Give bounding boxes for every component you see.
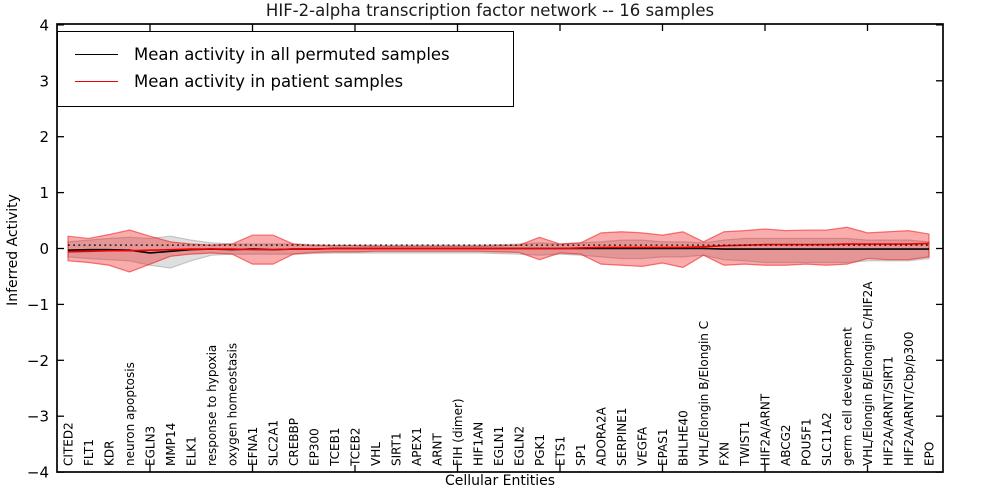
category-label-1: FLT1 — [82, 439, 96, 466]
category-label-22: EGLN2 — [513, 426, 527, 466]
legend-label-permuted: Mean activity in all permuted samples — [134, 45, 450, 64]
y-tick-label: 3 — [39, 72, 49, 90]
category-label-30: BHLHE40 — [677, 410, 691, 466]
x-axis-label: Cellular Entities — [444, 473, 556, 489]
category-label-41: HIF2A/ARNT/Cbp/p300 — [902, 332, 916, 466]
category-label-29: EPAS1 — [656, 428, 670, 466]
chart-title: HIF-2-alpha transcription factor network… — [265, 1, 715, 20]
y-tick-label: 4 — [39, 16, 49, 34]
category-label-7: response to hypoxia — [205, 345, 219, 466]
category-label-11: CREBBP — [287, 418, 301, 466]
category-label-13: TCEB1 — [328, 428, 342, 467]
category-label-23: PGK1 — [533, 434, 547, 466]
category-label-31: VHL/Elongin B/Elongin C — [697, 321, 711, 466]
y-tick-label: −3 — [27, 408, 49, 426]
category-label-20: HIF1AN — [472, 422, 486, 466]
category-label-8: oxygen homeostasis — [226, 343, 240, 466]
y-tick-label: −2 — [27, 352, 49, 370]
category-label-9: EFNA1 — [246, 427, 260, 466]
category-label-40: HIF2A/ARNT/SIRT1 — [882, 356, 896, 466]
category-label-26: ADORA2A — [595, 406, 609, 466]
category-label-4: EGLN3 — [144, 426, 158, 466]
y-tick-label: −4 — [27, 464, 49, 482]
category-label-19: FIH (dimer) — [451, 398, 465, 466]
category-label-17: APEX1 — [410, 427, 424, 466]
category-label-28: VEGFA — [636, 426, 650, 466]
legend-entry-permuted: Mean activity in all permuted samples — [75, 41, 507, 68]
category-label-2: KDR — [103, 441, 117, 466]
category-label-25: SP1 — [574, 444, 588, 467]
y-axis-label: Inferred Activity — [5, 194, 21, 306]
category-label-15: VHL — [369, 442, 383, 466]
category-label-34: HIF2A/ARNT — [759, 393, 773, 466]
category-label-6: ELK1 — [185, 436, 199, 466]
category-label-12: EP300 — [308, 428, 322, 466]
category-label-24: ETS1 — [554, 436, 568, 466]
category-label-10: SLC2A1 — [267, 420, 281, 466]
category-label-16: SIRT1 — [390, 432, 404, 466]
category-label-3: neuron apoptosis — [123, 362, 137, 466]
patient-line-swatch — [75, 81, 118, 82]
y-tick-label: 2 — [39, 128, 49, 146]
series-line-1 — [67, 242, 930, 253]
category-label-37: SLC11A2 — [820, 412, 834, 466]
category-label-33: TWIST1 — [738, 421, 752, 467]
category-label-39: VHL/Elongin B/Elongin C/HIF2A — [861, 281, 875, 466]
category-label-42: EPO — [923, 442, 937, 466]
category-label-18: ARNT — [431, 432, 445, 466]
category-label-32: FXN — [718, 442, 732, 466]
legend-label-patient: Mean activity in patient samples — [134, 72, 404, 91]
legend: Mean activity in all permuted samples Me… — [57, 31, 514, 107]
band-1 — [67, 226, 930, 273]
category-label-14: TCEB2 — [349, 428, 363, 467]
y-tick-label: 1 — [39, 184, 49, 202]
category-label-38: germ cell development — [841, 327, 855, 466]
y-tick-label: 0 — [39, 240, 49, 258]
permuted-line-swatch — [75, 54, 118, 55]
category-label-36: POU5F1 — [800, 418, 814, 466]
category-label-35: ABCG2 — [779, 424, 793, 466]
category-label-5: MMP14 — [164, 423, 178, 466]
y-tick-label: −1 — [27, 296, 49, 314]
category-label-27: SERPINE1 — [615, 407, 629, 466]
legend-entry-patient: Mean activity in patient samples — [75, 68, 507, 95]
category-label-21: EGLN1 — [492, 426, 506, 466]
category-label-0: CITED2 — [62, 422, 76, 466]
